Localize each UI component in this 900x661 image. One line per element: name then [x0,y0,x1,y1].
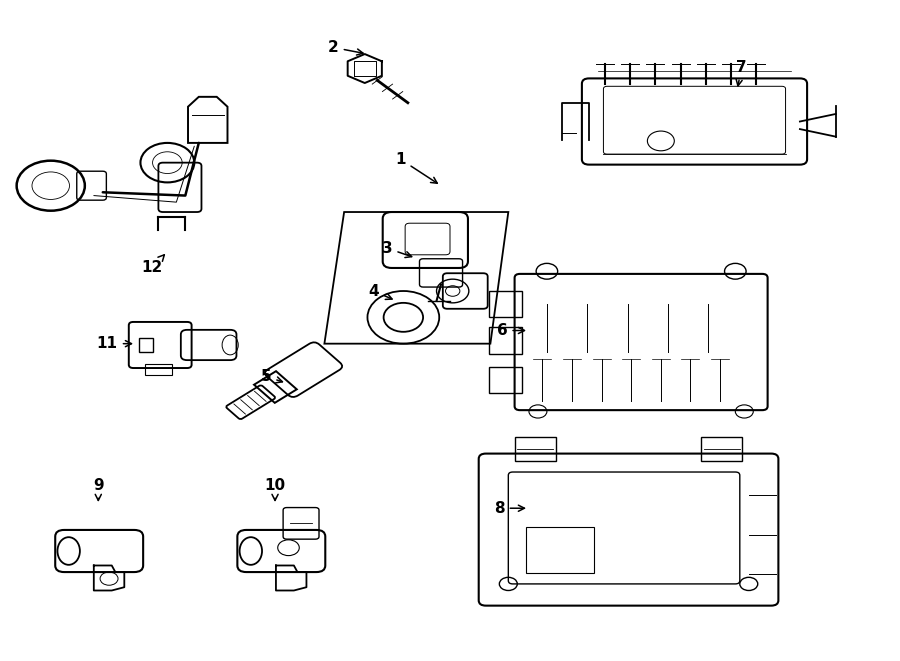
Text: 2: 2 [328,40,363,55]
Text: 11: 11 [97,336,131,351]
Text: 4: 4 [368,284,392,299]
Text: 3: 3 [382,241,411,258]
Text: 10: 10 [265,478,285,500]
Text: 6: 6 [497,323,525,338]
Bar [145,364,172,375]
Text: 7: 7 [736,59,747,86]
Text: 8: 8 [494,501,525,516]
Text: 1: 1 [395,152,437,183]
Text: 9: 9 [93,478,104,500]
Text: 5: 5 [261,369,283,384]
Text: 12: 12 [141,254,165,276]
Bar [526,527,594,572]
Bar [139,338,153,352]
